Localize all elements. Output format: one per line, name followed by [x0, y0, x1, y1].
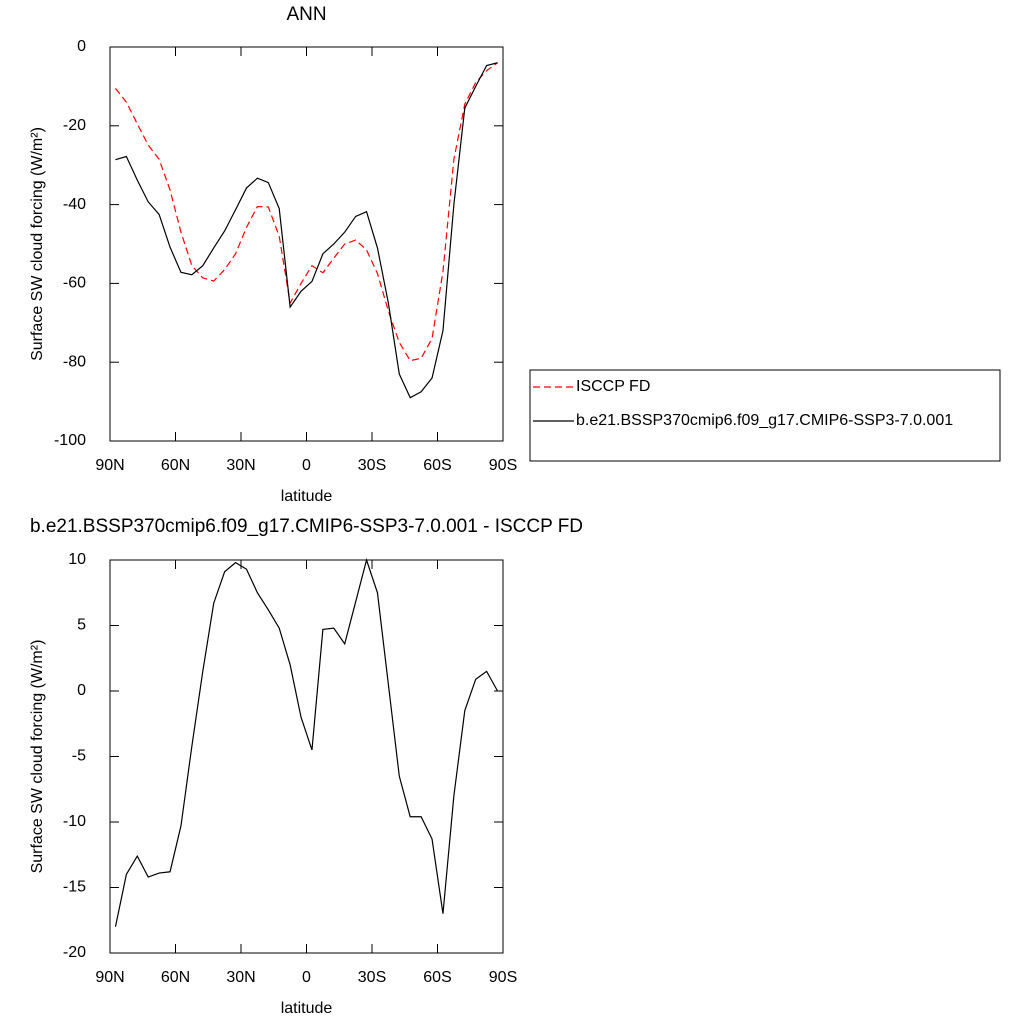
- y-tick-label: -15: [63, 879, 86, 896]
- x-tick-label: 90S: [489, 969, 517, 986]
- x-tick-label: 30N: [226, 969, 255, 986]
- x-axis-label: latitude: [281, 488, 333, 505]
- y-axis-label: Surface SW cloud forcing (W/m²): [29, 127, 46, 361]
- x-tick-label: 90N: [95, 457, 124, 474]
- x-tick-label: 90N: [95, 969, 124, 986]
- plot-frame: [109, 46, 504, 442]
- y-tick-label: 0: [77, 38, 86, 55]
- x-tick-label: 60S: [423, 969, 451, 986]
- y-tick-label: -10: [63, 813, 86, 830]
- legend-frame: [529, 369, 1001, 462]
- chart-title: b.e21.BSSP370cmip6.f09_g17.CMIP6-SSP3-7.…: [30, 516, 583, 537]
- data-line: [114, 557, 499, 927]
- legend-label: b.e21.BSSP370cmip6.f09_g17.CMIP6-SSP3-7.…: [576, 412, 953, 429]
- legend: ISCCP FD b.e21.BSSP370cmip6.f09_g17.CMIP6…: [529, 369, 1001, 462]
- y-tick-label: -100: [54, 432, 86, 449]
- chart-title: ANN: [286, 4, 326, 25]
- y-tick-label: 5: [77, 617, 86, 634]
- y-tick-label: -60: [63, 275, 86, 292]
- y-tick-label: 10: [68, 551, 86, 568]
- y-tick-label: -80: [63, 353, 86, 370]
- x-tick-label: 0: [302, 457, 311, 474]
- y-tick-label: 0: [77, 682, 86, 699]
- y-tick-label: -5: [72, 748, 86, 765]
- x-tick-label: 30S: [358, 969, 386, 986]
- legend-label: ISCCP FD: [576, 378, 650, 395]
- y-tick-label: -40: [63, 196, 86, 213]
- data-line: [114, 62, 498, 362]
- x-tick-label: 30S: [358, 457, 386, 474]
- y-axis-label: Surface SW cloud forcing (W/m²): [29, 640, 46, 874]
- y-tick-label: -20: [63, 944, 86, 961]
- data-line: [115, 62, 498, 399]
- x-tick-label: 90S: [489, 457, 517, 474]
- x-tick-label: 60N: [161, 457, 190, 474]
- x-tick-label: 30N: [226, 457, 255, 474]
- x-tick-label: 60N: [161, 969, 190, 986]
- x-tick-label: 60S: [423, 457, 451, 474]
- y-tick-label: -20: [63, 117, 86, 134]
- x-axis-label: latitude: [281, 1000, 333, 1017]
- x-tick-label: 0: [302, 969, 311, 986]
- plot-frame: [109, 559, 504, 954]
